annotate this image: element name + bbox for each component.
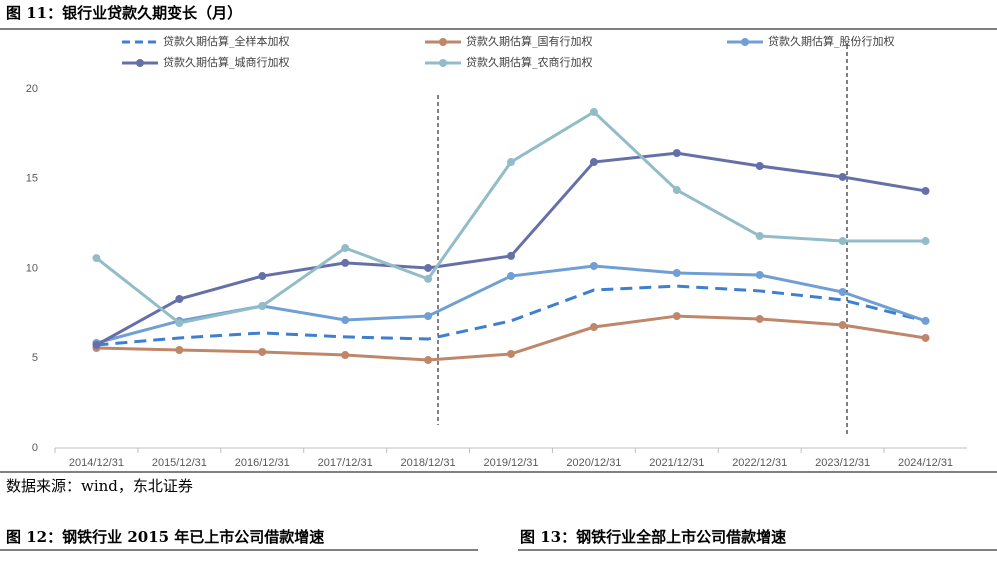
series-point (341, 258, 350, 267)
series-point (589, 107, 598, 116)
x-tick-label: 2022/12/31 (732, 457, 787, 469)
y-tick-label: 15 (26, 173, 38, 185)
legend-label: 贷款久期估算_股份行加权 (768, 34, 895, 48)
series-point (258, 272, 267, 281)
series-point (175, 345, 184, 354)
series-point (341, 244, 350, 253)
series-line (95, 151, 926, 347)
x-tick-label: 2019/12/31 (483, 457, 538, 469)
legend-marker (439, 38, 447, 46)
series-point (672, 312, 681, 321)
series-point (507, 272, 515, 281)
series-point (424, 356, 433, 365)
series-point (589, 323, 598, 332)
series-point (838, 237, 847, 246)
series-point (838, 288, 847, 297)
series-point (175, 295, 184, 304)
series-point (92, 254, 101, 263)
y-tick-label: 10 (26, 262, 38, 274)
x-tick-label: 2023/12/31 (815, 457, 870, 469)
y-tick-label: 0 (32, 442, 38, 454)
figure-title: 图 12：钢铁行业 2015 年已上市公司借款增速 (6, 528, 324, 546)
legend-marker (741, 38, 749, 46)
series-point (424, 263, 433, 272)
series-point (507, 349, 515, 358)
y-tick-label: 20 (26, 83, 38, 95)
x-tick-label: 2020/12/31 (566, 457, 621, 469)
figure-title: 图 11：银行业贷款久期变长（月） (6, 4, 242, 22)
series-point (507, 251, 515, 260)
series-line (95, 110, 926, 325)
x-tick-label: 2014/12/31 (69, 457, 124, 469)
source-note: 数据来源：wind，东北证券 (6, 477, 193, 495)
series-point (755, 314, 764, 323)
series-line (96, 284, 926, 347)
x-tick-label: 2016/12/31 (235, 457, 290, 469)
legend-label: 贷款久期估算_农商行加权 (466, 55, 593, 69)
series-point (921, 333, 930, 342)
legend-label: 贷款久期估算_全样本加权 (163, 34, 290, 48)
legend-marker (136, 59, 144, 67)
series-point (921, 316, 930, 325)
series-point (921, 237, 930, 246)
x-tick-label: 2024/12/31 (898, 457, 953, 469)
series-point (838, 321, 847, 330)
x-tick-label: 2017/12/31 (318, 457, 373, 469)
series-point (755, 270, 764, 279)
series-point (672, 186, 681, 195)
x-tick-label: 2021/12/31 (649, 457, 704, 469)
legend-marker (439, 59, 447, 67)
series-point (175, 319, 184, 328)
figure-title: 图 13：钢铁行业全部上市公司借款增速 (520, 528, 786, 546)
series-point (921, 186, 930, 195)
series-point (755, 232, 764, 241)
x-tick-label: 2018/12/31 (401, 457, 456, 469)
series-point (424, 312, 433, 321)
series-point (424, 274, 433, 283)
series-point (672, 149, 681, 158)
legend-label: 贷款久期估算_城商行加权 (163, 55, 290, 69)
series-point (672, 268, 681, 277)
series-point (755, 162, 764, 171)
series-point (92, 340, 101, 349)
x-tick-label: 2015/12/31 (152, 457, 207, 469)
series-point (589, 158, 598, 167)
y-tick-label: 5 (32, 352, 38, 364)
series-point (258, 347, 267, 356)
series-point (507, 158, 515, 167)
series-point (589, 261, 598, 270)
legend-label: 贷款久期估算_国有行加权 (466, 34, 593, 48)
series-point (258, 302, 267, 311)
series-point (341, 351, 350, 360)
series-point (838, 172, 847, 181)
series-point (341, 316, 350, 325)
